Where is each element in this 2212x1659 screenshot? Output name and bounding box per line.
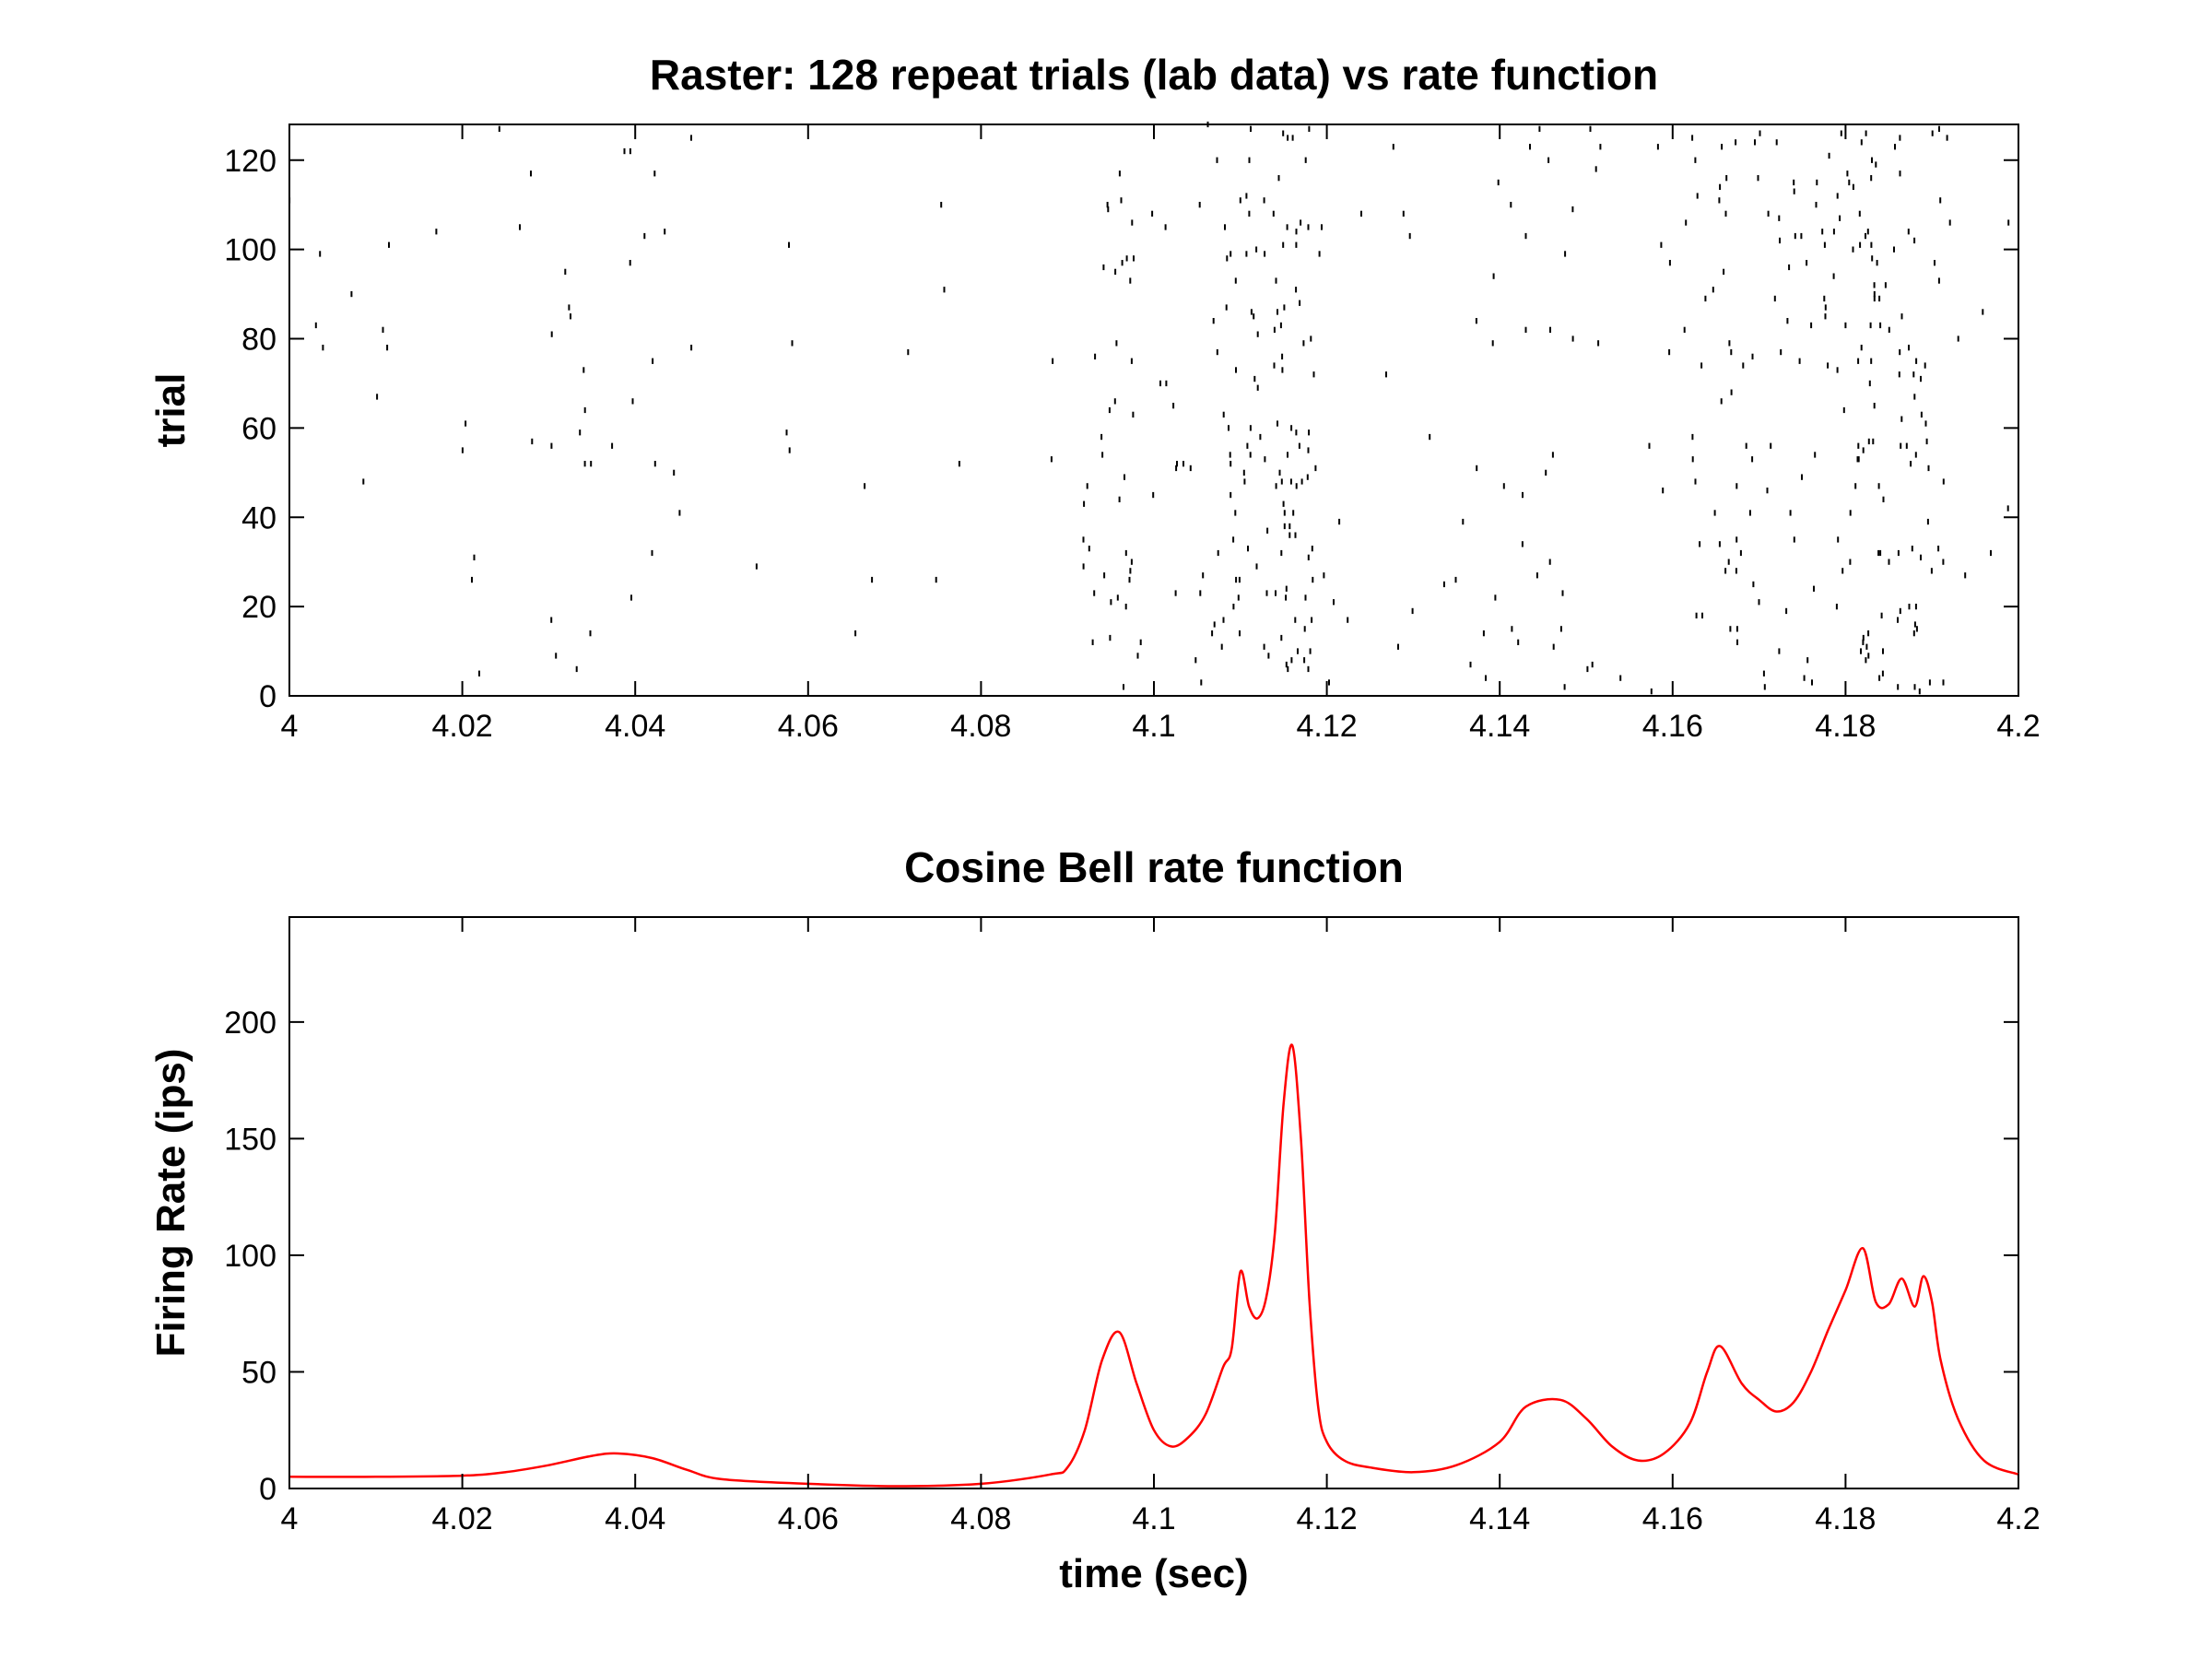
raster-y-tick-label: 60 [241, 411, 276, 446]
rate-x-tick-label: 4.04 [605, 1501, 665, 1536]
rate-y-tick-label: 150 [224, 1122, 276, 1157]
rate-x-tick-label: 4 [281, 1501, 299, 1536]
rate-x-tick-label: 4.2 [1996, 1501, 2040, 1536]
raster-x-tick-label: 4.16 [1642, 709, 1703, 744]
raster-axes-frame [288, 124, 2019, 697]
rate-x-tick-label: 4.12 [1297, 1501, 1358, 1536]
rate-x-tick-label: 4.02 [432, 1501, 493, 1536]
rate-title: Cosine Bell rate function [904, 843, 1404, 891]
raster-y-tick-label: 80 [241, 323, 276, 358]
rate-y-tick-label: 50 [241, 1355, 276, 1390]
raster-x-tick-label: 4.04 [605, 709, 665, 744]
raster-spikes [288, 121, 2010, 695]
raster-x-tick-label: 4.2 [1996, 709, 2040, 744]
raster-y-tick-label: 120 [224, 144, 276, 179]
rate-axes-frame [288, 916, 2019, 1489]
rate-y-ticks: 0 50 100 150 200 [224, 1006, 2018, 1507]
raster-x-tick-label: 4 [281, 709, 299, 744]
raster-y-tick-label: 100 [224, 233, 276, 268]
raster-x-tick-label: 4.1 [1132, 709, 1175, 744]
raster-title: Raster: 128 repeat trials (lab data) vs … [650, 51, 1658, 99]
rate-x-tick-label: 4.14 [1469, 1501, 1530, 1536]
rate-x-tick-label: 4.08 [950, 1501, 1011, 1536]
rate-series-line [288, 1043, 2019, 1488]
rate-y-tick-label: 200 [224, 1006, 276, 1041]
rate-x-tick-label: 4.1 [1132, 1501, 1175, 1536]
rate-y-axis-label: Firing Rate (ips) [148, 1049, 194, 1358]
raster-y-tick-label: 20 [241, 590, 276, 625]
rate-x-tick-label: 4.18 [1815, 1501, 1876, 1536]
rate-panel: 4 4.02 4.04 4.06 4.08 4.1 4.12 4.14 4.16 4.18 4.2 … [148, 843, 2041, 1596]
rate-y-tick-label: 100 [224, 1239, 276, 1274]
rate-x-tick-label: 4.16 [1642, 1501, 1703, 1536]
rate-y-tick-label: 0 [259, 1472, 276, 1507]
raster-y-tick-label: 0 [259, 679, 276, 714]
raster-x-tick-label: 4.14 [1469, 709, 1530, 744]
rate-x-axis-label: time (sec) [1059, 1551, 1248, 1596]
raster-x-ticks: 4 4.02 4.04 4.06 4.08 4.1 4.12 4.14 4.16 4.18 4.2 [281, 124, 2041, 744]
raster-x-tick-label: 4.12 [1297, 709, 1358, 744]
raster-y-ticks: 0 20 40 60 80 100 120 [224, 144, 2018, 714]
raster-x-tick-label: 4.06 [778, 709, 839, 744]
rate-x-tick-label: 4.06 [778, 1501, 839, 1536]
raster-x-tick-label: 4.02 [432, 709, 493, 744]
rate-x-ticks: 4 4.02 4.04 4.06 4.08 4.1 4.12 4.14 4.16 4.18 4.2 [281, 917, 2041, 1536]
raster-y-axis-label: trial [148, 373, 194, 448]
raster-panel: 4 4.02 4.04 4.06 4.08 4.1 4.12 4.14 4.16 4.18 4.2 … [148, 51, 2041, 744]
raster-y-tick-label: 40 [241, 500, 276, 535]
raster-x-tick-label: 4.08 [950, 709, 1011, 744]
raster-x-tick-label: 4.18 [1815, 709, 1876, 744]
